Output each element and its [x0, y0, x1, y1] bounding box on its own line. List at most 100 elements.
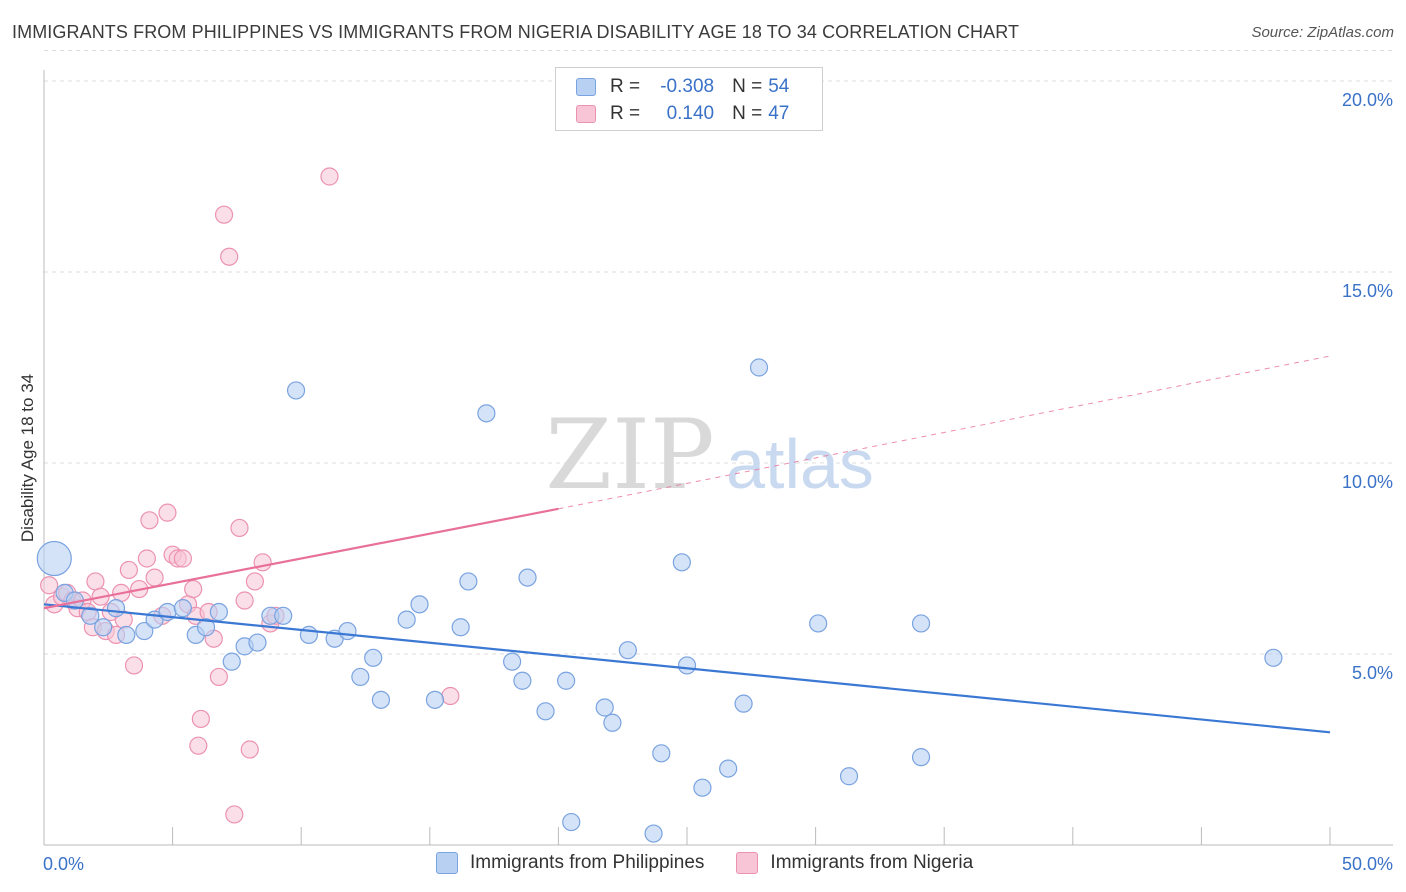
- philippines-point: [677, 656, 697, 675]
- tick-labels: 5.0% 10.0% 15.0% 20.0% 0.0% 50.0%: [43, 90, 1393, 874]
- nigeria-point: [119, 560, 138, 580]
- philippines-point: [196, 618, 216, 637]
- philippines-point: [693, 778, 712, 797]
- philippines-point: [135, 621, 154, 641]
- philippines-point: [209, 602, 228, 622]
- nigeria-point: [145, 568, 164, 587]
- x-tick-label-max: 50.0%: [1342, 854, 1393, 874]
- philippines-point: [536, 702, 555, 721]
- philippines-legend-swatch: [436, 852, 458, 874]
- philippines-point: [274, 606, 293, 625]
- nigeria-point: [86, 572, 105, 591]
- nigeria-point: [124, 656, 144, 675]
- philippines-point: [173, 599, 192, 618]
- legend-item-philippines[interactable]: Immigrants from Philippines: [436, 852, 704, 874]
- philippines-point: [603, 713, 622, 732]
- source-label: Source: ZipAtlas.com: [1251, 24, 1394, 41]
- philippines-point: [562, 812, 581, 832]
- nigeria-point: [137, 549, 156, 568]
- stats-legend: R = -0.308 N = 54 R = 0.140 N = 47: [555, 67, 823, 131]
- philippines-point: [911, 614, 931, 633]
- philippines-point: [410, 595, 429, 614]
- grid-lines: [44, 49, 1393, 655]
- y-tick-label: 5.0%: [1352, 663, 1393, 683]
- nigeria-swatch: [576, 105, 596, 123]
- philippines-swatch: [576, 78, 596, 96]
- philippines-point: [749, 358, 769, 377]
- philippines-point: [364, 648, 383, 667]
- nigeria-point: [40, 576, 59, 595]
- y-tick-label: 15.0%: [1342, 281, 1393, 301]
- nigeria-point: [184, 579, 203, 599]
- n-label: N =: [732, 103, 763, 124]
- philippines-point: [557, 671, 576, 690]
- philippines-point: [94, 618, 113, 637]
- chart-title: IMMIGRANTS FROM PHILIPPINES VS IMMIGRANT…: [12, 22, 1020, 42]
- philippines-point: [518, 568, 537, 587]
- y-tick-label: 10.0%: [1342, 472, 1393, 492]
- philippines-point: [618, 641, 637, 660]
- philippines-point: [595, 698, 614, 717]
- nigeria-point: [191, 709, 210, 729]
- philippines-point: [222, 652, 241, 671]
- nigeria-point: [189, 736, 208, 755]
- watermark-atlas: atlas: [726, 425, 874, 503]
- philippines-point: [81, 606, 100, 625]
- philippines-point: [351, 667, 370, 687]
- philippines-point: [652, 744, 671, 763]
- nigeria-point: [214, 205, 234, 224]
- r-label: R =: [610, 103, 641, 124]
- philippines-point: [719, 759, 738, 778]
- philippines-point: [117, 625, 136, 645]
- philippines-point: [513, 671, 532, 690]
- philippines-point: [809, 614, 828, 633]
- legend-label-nigeria: Immigrants from Nigeria: [770, 852, 974, 873]
- legend-item-nigeria[interactable]: Immigrants from Nigeria: [736, 852, 973, 874]
- y-tick-label: 20.0%: [1342, 90, 1393, 110]
- philippines-point: [371, 690, 391, 709]
- nigeria-point: [230, 518, 249, 538]
- nigeria-point: [173, 549, 192, 568]
- philippines-point: [734, 694, 753, 713]
- philippines-point: [397, 610, 416, 629]
- philippines-point: [672, 553, 691, 572]
- nigeria-point: [320, 167, 339, 186]
- nigeria-point: [253, 553, 272, 572]
- philippines-point: [644, 824, 663, 843]
- nigeria-point: [220, 247, 239, 266]
- series-legend: Immigrants from Philippines Immigrants f…: [436, 852, 1005, 874]
- nigeria-point: [235, 591, 254, 610]
- r-value-nigeria: 0.140: [666, 103, 715, 124]
- philippines-point: [106, 599, 126, 618]
- r-label: R =: [610, 76, 641, 97]
- philippines-point: [451, 618, 470, 637]
- philippines-points: [36, 358, 1283, 843]
- philippines-point: [839, 767, 859, 786]
- stats-row-nigeria: R = 0.140 N = 47: [576, 101, 789, 127]
- nigeria-point: [441, 686, 460, 706]
- nigeria-point: [158, 503, 177, 522]
- nigeria-point: [209, 667, 228, 687]
- r-value-philippines: -0.308: [660, 76, 715, 97]
- n-label: N =: [732, 76, 763, 97]
- n-value-nigeria: 47: [768, 103, 790, 124]
- stats-row-philippines: R = -0.308 N = 54: [576, 74, 789, 100]
- nigeria-point: [225, 805, 244, 824]
- philippines-point: [299, 625, 319, 645]
- nigeria-point: [245, 572, 265, 591]
- philippines-point: [477, 404, 496, 423]
- nigeria-legend-swatch: [736, 852, 759, 874]
- nigeria-points: [40, 167, 460, 824]
- philippines-point: [36, 540, 72, 577]
- legend-label-philippines: Immigrants from Philippines: [470, 852, 705, 873]
- philippines-trend-line: [43, 603, 1331, 734]
- philippines-point: [911, 748, 931, 767]
- nigeria-point: [140, 511, 159, 530]
- nigeria-point: [240, 740, 259, 759]
- philippines-point: [248, 633, 267, 652]
- philippines-point: [338, 621, 357, 641]
- philippines-point: [286, 381, 306, 400]
- nigeria-trend-line: [43, 507, 559, 610]
- philippines-point: [503, 652, 522, 671]
